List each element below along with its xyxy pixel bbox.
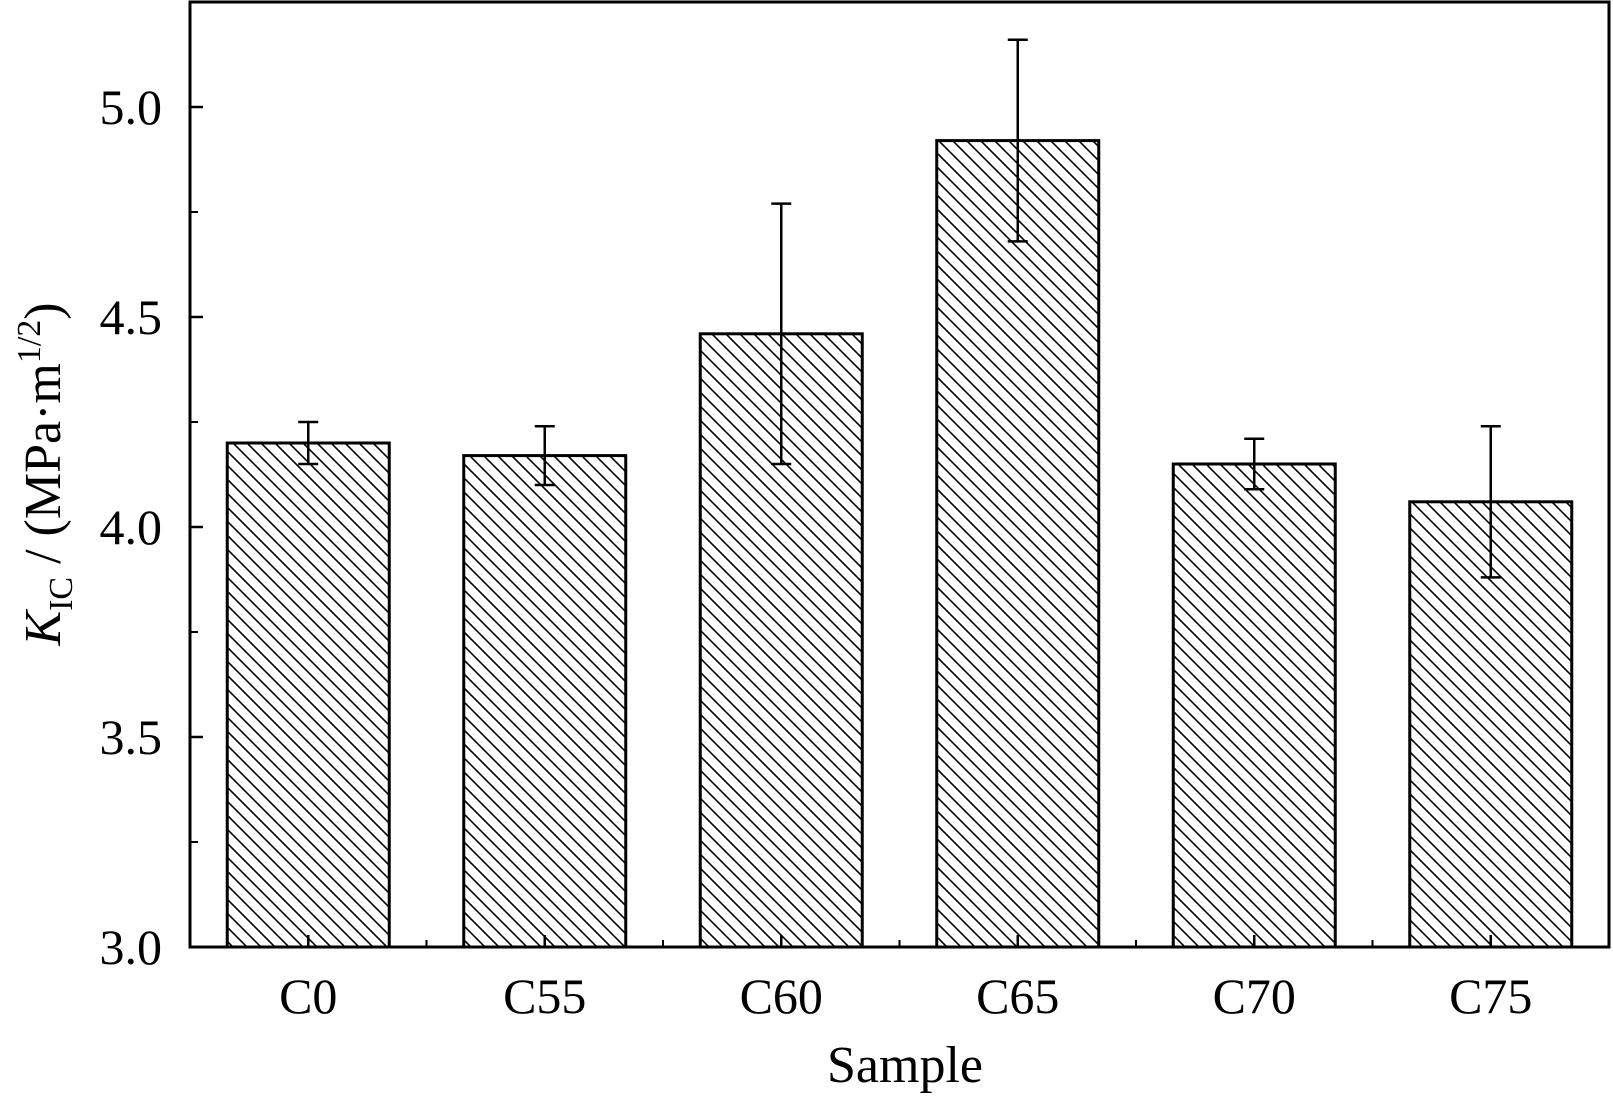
x-tick-label-c70: C70 bbox=[1213, 968, 1296, 1024]
y-axis-unit-suffix: ) bbox=[15, 302, 72, 319]
y-axis-subscript: IC bbox=[43, 577, 80, 611]
y-axis-unit-superscript: 1/2 bbox=[11, 320, 48, 363]
y-axis-title: KIC / (MPa·m1/2) bbox=[11, 302, 80, 646]
y-axis-symbol: K bbox=[15, 609, 72, 647]
error-bar-c65 bbox=[1007, 38, 1028, 243]
error-bar-c70 bbox=[1244, 437, 1265, 491]
bar-c0 bbox=[225, 441, 391, 949]
y-tick-label: 3.0 bbox=[100, 919, 163, 975]
x-tick-label-c65: C65 bbox=[976, 968, 1059, 1024]
x-tick-label-c0: C0 bbox=[279, 968, 337, 1024]
error-bar-c55 bbox=[534, 424, 555, 487]
y-tick-label: 3.5 bbox=[100, 709, 163, 765]
y-tick-label: 4.5 bbox=[100, 289, 163, 345]
x-tick-label-c55: C55 bbox=[503, 968, 586, 1024]
error-bar-c75 bbox=[1480, 424, 1501, 579]
bar-c55 bbox=[462, 454, 628, 949]
y-tick-label: 4.0 bbox=[100, 499, 163, 555]
x-tick-label-c75: C75 bbox=[1449, 968, 1532, 1024]
plot-frame bbox=[188, 0, 1611, 949]
bar-c65 bbox=[935, 139, 1101, 949]
error-bars-layer bbox=[298, 38, 1501, 579]
error-bar-c0 bbox=[298, 420, 319, 466]
bars-layer bbox=[225, 139, 1574, 949]
ticks-layer: C0 C55 C60 C65 C70 C75 3.0 3.5 4.0 4.5 5.0 bbox=[100, 79, 1533, 1024]
error-bar-c60 bbox=[771, 202, 792, 466]
x-axis-title: Sample bbox=[827, 1037, 983, 1094]
bar-c70 bbox=[1171, 462, 1337, 949]
x-tick-label-c60: C60 bbox=[740, 968, 823, 1024]
y-tick-label: 5.0 bbox=[100, 79, 163, 135]
y-axis-unit: / (MPa·m bbox=[15, 363, 72, 577]
